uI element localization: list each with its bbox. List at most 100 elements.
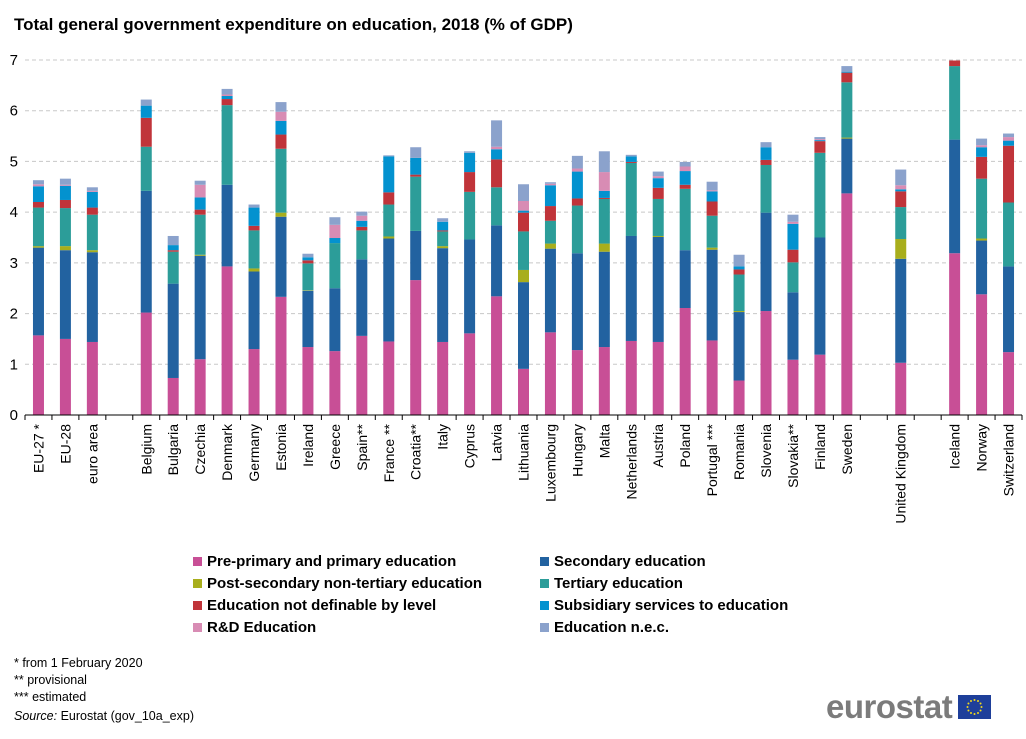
bar-segment [706,190,718,192]
stacked-bar-chart: 0 1 2 3 4 5 6 7 EU-27 * EU-28 euro area Belgium Bul… [10,52,1023,524]
bar-segment [598,151,610,173]
bar-segment [598,347,610,415]
bar-segment [221,94,233,97]
bar-segment [437,341,449,415]
bar-segment [787,262,799,293]
bar-segment [598,198,610,244]
bar-segment [491,120,503,147]
bar-segment [625,340,637,415]
bar-segment [841,71,853,73]
bar-segment [329,243,341,289]
bar-segment [760,212,772,312]
x-tick-label: Portugal *** [704,423,720,496]
bar-segment [194,180,206,185]
bar-segment [1003,352,1015,415]
x-tick-label: Greece [327,424,343,470]
x-tick-label: Hungary [569,424,585,477]
bar-segment [976,238,988,241]
footnote-estimated: *** estimated [14,690,87,704]
x-tick-label: Sweden [839,424,855,475]
bar-segment [571,155,583,169]
legend-label: Post-secondary non-tertiary education [207,575,483,592]
legend-label: Education not definable by level [207,597,437,614]
bar-segment [760,164,772,213]
bar-segment [383,204,395,237]
bar-segment [625,162,637,236]
bar-segment [464,172,476,192]
bar-segment [167,283,179,378]
bar-segment [949,139,961,254]
bar-segment [59,199,71,209]
bar-segment [571,253,583,351]
bar-segment [302,257,314,261]
bar-segment [787,214,799,222]
legend-label: Education n.e.c. [554,619,670,636]
flag-star [967,702,970,704]
bar-segment [194,254,206,256]
bar-segment [787,223,799,250]
bar-segment [679,161,691,167]
bar-segment [248,207,260,226]
x-tick-label: Spain** [354,423,370,470]
bar-segment [383,155,395,157]
bar-segment [248,349,260,415]
bar-segment [167,235,179,246]
bar-segment [733,380,745,415]
bar-segment [571,168,583,172]
bar-segment [248,230,260,269]
bar-segment [679,250,691,308]
bar-segment [86,252,98,342]
bar-segment [544,243,556,249]
x-tick-label: Bulgaria [165,424,181,476]
bar-segment [598,197,610,199]
bar-segment [356,211,368,216]
bar-segment [544,183,556,186]
bar-segment [652,171,664,177]
bar-segment [410,147,422,158]
legend-item: Subsidiary services to education [540,597,788,614]
bar-segment [976,147,988,157]
bar-segment [841,137,853,139]
bar-segment [275,216,287,297]
flag-star [970,699,973,702]
bar-segment [679,307,691,415]
bar-segment [275,296,287,415]
legend-label: R&D Education [207,619,317,636]
x-tick-label: Estonia [273,424,289,471]
flag-star [979,702,982,704]
bar-segment [86,250,98,253]
bar-segment [760,159,772,165]
bar-segment [544,248,556,333]
x-axis [24,414,1023,420]
bar-segment [59,250,71,339]
bar-segment [814,137,826,140]
bar-segment [571,171,583,199]
bar-segment [733,311,745,313]
bar-segment [32,202,44,208]
bar-segment [625,156,637,162]
bar-segment [544,206,556,221]
x-tick-label: Iceland [947,424,963,469]
y-tick-label: 4 [10,204,18,221]
legend-swatch [540,623,549,632]
bar-segment [733,269,745,275]
bar-segment [32,184,44,187]
bar-segment [841,193,853,415]
bar-segment [976,294,988,415]
bar-segment [437,248,449,342]
bar-segment [140,117,152,147]
x-tick-label: EU-28 [57,424,73,464]
bar-segment [32,207,44,247]
bar-segment [437,221,449,231]
bar-segment [814,152,826,238]
bar-segment [59,184,71,186]
bar-segment [895,189,907,192]
bar-segment [895,169,907,186]
flag-star [967,709,970,711]
bar-segment [437,246,449,249]
legend-swatch [193,601,202,610]
bar-segment [167,245,179,251]
bar-segment [140,312,152,415]
bar-segment [410,174,422,177]
bar-segment [275,120,287,135]
